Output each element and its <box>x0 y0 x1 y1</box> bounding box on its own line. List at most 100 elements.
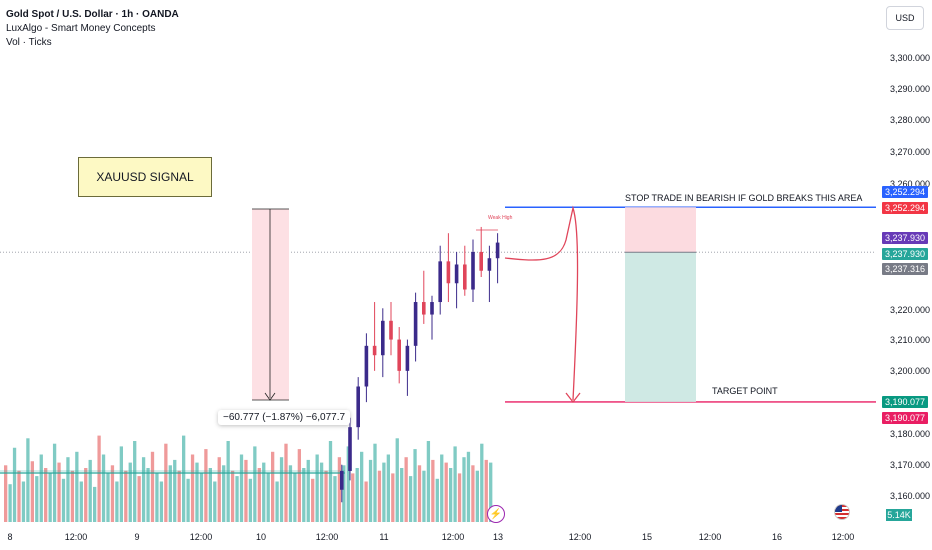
volume-bar <box>159 481 164 522</box>
measure-label: −60.777 (−1.87%) −6,077.7 <box>218 410 351 425</box>
time-axis[interactable]: 8 12:00 9 12:00 10 12:00 11 12:00 13 12:00 15 12:00… <box>0 525 876 550</box>
lightning-icon[interactable]: ⚡ <box>487 505 505 523</box>
volume-bar <box>453 446 457 522</box>
volume-bar <box>150 451 155 522</box>
target-point-note[interactable]: TARGET POINT <box>712 386 778 396</box>
volume-bar <box>66 457 70 522</box>
price-tick: 3,270.000 <box>890 147 931 157</box>
volume-bar <box>364 481 368 522</box>
measure-range-box <box>252 209 289 400</box>
candle-body <box>381 320 385 356</box>
price-tick: 3,290.000 <box>890 84 931 94</box>
volume-bar <box>146 468 150 522</box>
candle-body <box>446 261 451 284</box>
volume-bar <box>222 465 226 522</box>
price-tag: 3,237.930 <box>882 232 928 244</box>
indicator-volume[interactable]: Vol · Ticks <box>6 37 52 48</box>
volume-bar <box>382 462 386 522</box>
time-tick: 12:00 <box>64 532 88 542</box>
candle-body <box>397 339 401 371</box>
volume-bar <box>391 473 395 522</box>
candle-body <box>340 470 344 490</box>
volume-bar <box>275 481 279 522</box>
volume-bar <box>101 454 106 522</box>
projection-arrowhead <box>565 392 581 404</box>
volume-bar <box>48 473 52 522</box>
symbol-title[interactable]: Gold Spot / U.S. Dollar · 1h · OANDA <box>6 9 179 20</box>
volume-bar <box>422 470 426 522</box>
volume-bar <box>208 468 212 522</box>
volume-bar <box>230 470 235 522</box>
volume-bar <box>293 473 297 522</box>
volume-bar <box>57 462 61 522</box>
price-tag: 3,237.930 <box>882 248 928 260</box>
volume-bar <box>311 478 315 522</box>
price-chart[interactable] <box>0 0 876 525</box>
volume-bar <box>133 441 137 522</box>
signal-label-box[interactable]: XAUUSD SIGNAL <box>78 157 212 197</box>
volume-bar <box>426 441 431 522</box>
volume-bar <box>324 470 328 522</box>
volume-bar <box>155 473 159 522</box>
volume-bar <box>333 476 337 522</box>
price-tick: 3,200.000 <box>890 366 931 376</box>
volume-bar <box>21 481 26 522</box>
volume-bar <box>93 486 97 522</box>
candle-body <box>356 386 360 428</box>
volume-bar <box>395 438 399 522</box>
volume-bar <box>190 454 195 522</box>
indicator-smc[interactable]: LuxAlgo - Smart Money Concepts <box>6 23 156 34</box>
volume-bar <box>351 473 355 522</box>
volume-bar <box>119 446 123 522</box>
currency-button[interactable]: USD <box>886 6 924 30</box>
volume-bar <box>288 465 293 522</box>
candle-body <box>479 251 483 271</box>
candle-body <box>389 320 393 340</box>
volume-bar <box>213 481 217 522</box>
time-tick: 12:00 <box>441 532 465 542</box>
volume-bar <box>17 470 21 522</box>
volume-bar <box>70 470 75 522</box>
volume-bar <box>306 459 310 522</box>
time-tick: 15 <box>641 532 653 542</box>
volume-bar <box>457 473 462 522</box>
candle-body <box>372 345 377 356</box>
volume-bar <box>480 443 484 522</box>
time-tick: 8 <box>7 532 13 542</box>
volume-bar <box>284 443 288 522</box>
volume-bar <box>435 478 439 522</box>
volume-bar <box>360 451 364 522</box>
volume-bar <box>44 468 48 522</box>
volume-bar <box>444 462 448 522</box>
candle-body <box>487 258 492 271</box>
volume-bar <box>386 454 390 522</box>
volume-bar <box>182 435 186 522</box>
price-axis[interactable]: 3,300.000 3,290.000 3,280.000 3,270.000 3,26… <box>876 0 932 520</box>
time-tick: 12:00 <box>315 532 339 542</box>
time-tick: 10 <box>255 532 267 542</box>
projection-path <box>504 205 579 401</box>
volume-bar <box>431 459 435 522</box>
price-tag: 3,237.316 <box>882 263 928 275</box>
volume-bar <box>199 473 204 522</box>
volume-bar <box>413 449 417 522</box>
volume-bar <box>168 465 172 522</box>
time-tick: 12:00 <box>189 532 213 542</box>
volume-bar <box>257 468 261 522</box>
volume-bar <box>35 476 39 522</box>
price-tick: 3,260.000 <box>890 179 931 189</box>
stop-trade-note[interactable]: STOP TRADE IN BEARISH IF GOLD BREAKS THI… <box>625 193 863 203</box>
candle-body <box>495 242 500 259</box>
take-profit-zone <box>625 252 696 402</box>
volume-bar <box>110 465 115 522</box>
volume-bar <box>84 468 88 522</box>
price-tick: 3,300.000 <box>890 53 931 63</box>
volume-bar <box>466 451 471 522</box>
volume-bar <box>39 454 43 522</box>
volume-bar <box>75 451 79 522</box>
time-tick: 11 <box>379 532 389 542</box>
volume-bar <box>440 454 444 522</box>
us-flag-icon[interactable] <box>834 504 850 520</box>
volume-bar <box>449 468 453 522</box>
volume-bar <box>106 473 110 522</box>
